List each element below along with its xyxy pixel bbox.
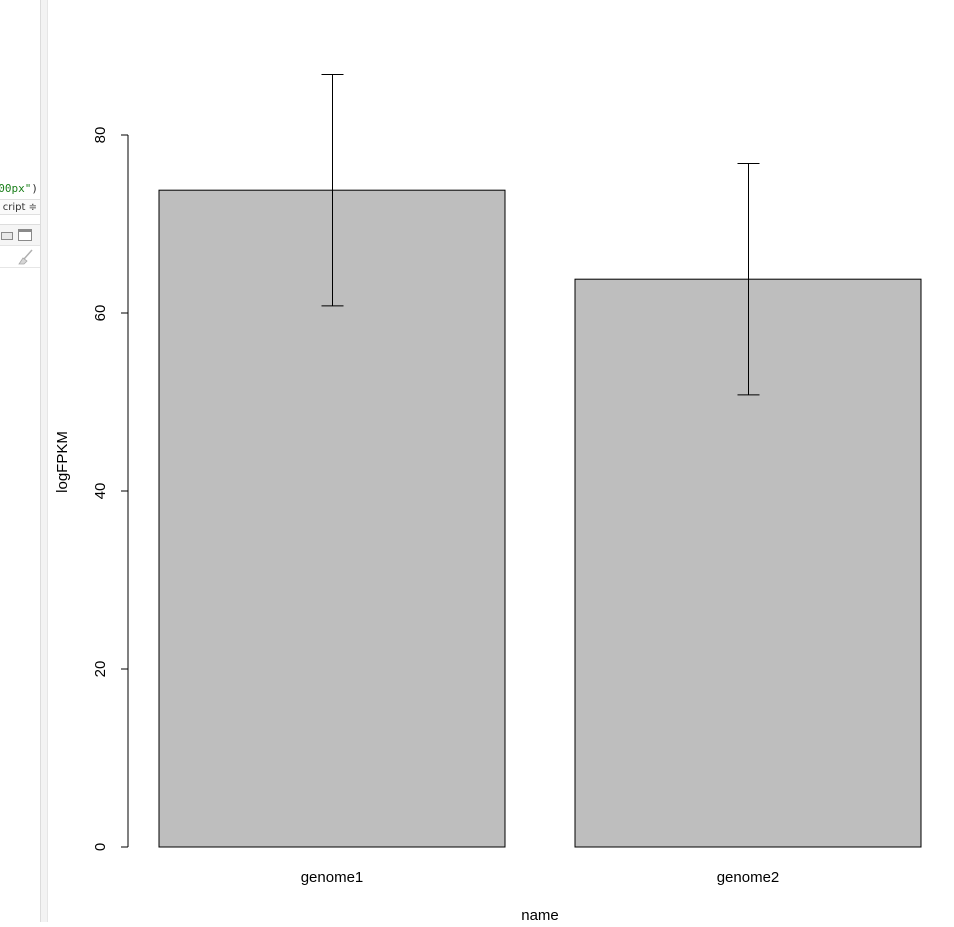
console-toolbar — [0, 246, 40, 268]
code-string: 00px" — [0, 182, 32, 195]
y-tick-label: 20 — [92, 661, 109, 678]
code-paren: ) — [31, 182, 38, 195]
pane-splitter[interactable] — [40, 0, 48, 922]
x-tick-label: genome2 — [717, 869, 780, 886]
broom-icon[interactable] — [16, 249, 34, 265]
source-editor-pane: 00px") cript ≑ — [0, 0, 40, 922]
pane-toolbar — [0, 224, 40, 246]
y-tick-label: 40 — [92, 483, 109, 500]
y-axis-label: logFPKM — [54, 431, 71, 493]
language-select[interactable]: cript ≑ — [0, 199, 40, 215]
minimize-pane-icon[interactable] — [1, 232, 13, 240]
x-tick-label: genome1 — [301, 869, 364, 886]
code-line[interactable]: 00px") — [0, 182, 38, 195]
maximize-pane-icon[interactable] — [18, 229, 32, 241]
y-tick-label: 80 — [92, 127, 109, 144]
y-tick-label: 0 — [92, 843, 109, 851]
plot-viewer: 0 20 40 60 80 genome1 genome2 name logFPKM — [48, 0, 954, 924]
y-tick-label: 60 — [92, 305, 109, 322]
bar-chart: 0 20 40 60 80 genome1 genome2 name logFPKM — [54, 73, 922, 924]
x-axis-label: name — [521, 907, 559, 922]
language-select-value: cript ≑ — [2, 202, 37, 213]
